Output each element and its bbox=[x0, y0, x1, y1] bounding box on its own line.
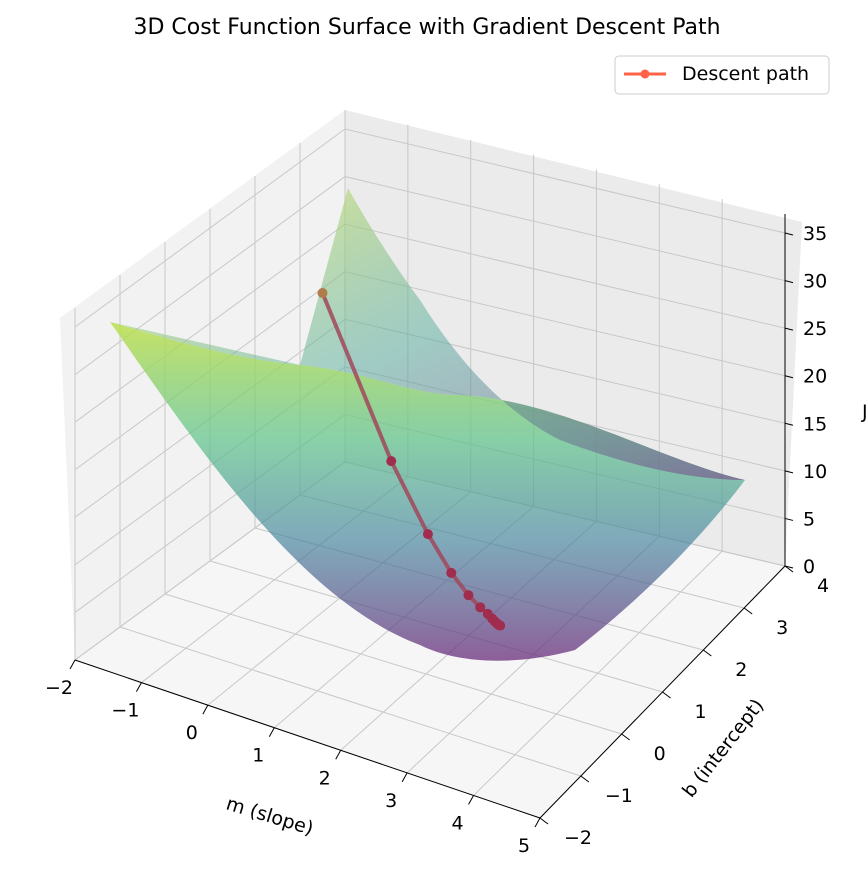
y-tick-mark bbox=[580, 775, 590, 783]
legend-entry-descent-path: Descent path bbox=[682, 63, 809, 85]
x-tick-label: 0 bbox=[186, 722, 198, 744]
z-tick-mark bbox=[784, 375, 794, 379]
y-tick-mark bbox=[784, 565, 794, 573]
descent-path-point bbox=[495, 620, 506, 631]
z-tick-label: 35 bbox=[803, 223, 827, 245]
x-tick-mark bbox=[534, 817, 541, 828]
descent-path bbox=[317, 287, 506, 631]
y-tick-label: −2 bbox=[564, 827, 592, 849]
y-tick-label: −1 bbox=[605, 785, 633, 807]
legend-swatch-marker bbox=[640, 69, 650, 79]
y-axis-label: b (intercept) bbox=[678, 695, 768, 802]
z-tick-label: 20 bbox=[803, 366, 827, 388]
y-tick-label: 1 bbox=[694, 701, 706, 723]
z-tick-label: 5 bbox=[803, 508, 815, 530]
z-tick-mark bbox=[784, 470, 794, 474]
x-tick-label: 4 bbox=[452, 812, 464, 834]
z-tick-label: 30 bbox=[803, 271, 827, 293]
y-tick-label: 3 bbox=[776, 617, 788, 639]
z-tick-label: 0 bbox=[803, 556, 815, 578]
y-tick-mark bbox=[662, 691, 671, 699]
x-tick-mark bbox=[335, 750, 342, 760]
x-axis-line bbox=[74, 659, 541, 819]
y-tick-label: 2 bbox=[735, 659, 747, 681]
descent-path-point bbox=[463, 590, 474, 601]
z-tick-mark bbox=[784, 422, 794, 426]
x-tick-label: 1 bbox=[252, 745, 264, 767]
x-tick-mark bbox=[468, 795, 475, 805]
x-tick-label: 5 bbox=[518, 835, 530, 857]
z-tick-label: 10 bbox=[803, 461, 827, 483]
z-tick-mark bbox=[784, 565, 794, 569]
x-tick-mark bbox=[69, 659, 76, 670]
x-tick-mark bbox=[401, 772, 408, 783]
y-tick-mark bbox=[743, 607, 753, 615]
gridline-z bbox=[74, 176, 786, 375]
y-tick-label: 4 bbox=[817, 575, 829, 597]
x-tick-label: −2 bbox=[45, 677, 73, 699]
x-axis-label: m (slope) bbox=[224, 793, 316, 840]
cost-surface-back bbox=[110, 188, 745, 480]
descent-path-point bbox=[317, 287, 328, 298]
gridline-b-floor bbox=[164, 593, 622, 735]
y-tick-mark bbox=[621, 733, 630, 741]
z-tick-mark bbox=[784, 517, 794, 521]
y-tick-label: 0 bbox=[654, 743, 666, 765]
gridline-b-floor bbox=[119, 626, 581, 777]
descent-path-point bbox=[422, 529, 433, 540]
legend-box bbox=[614, 55, 830, 95]
x-tick-mark bbox=[135, 682, 142, 692]
descent-path-point bbox=[446, 567, 457, 578]
y-tick-mark bbox=[539, 817, 549, 825]
x-tick-mark bbox=[202, 704, 209, 715]
legend: Descent path bbox=[614, 55, 830, 95]
gridline-z bbox=[74, 128, 786, 328]
descent-path-point bbox=[386, 456, 397, 467]
chart-title: 3D Cost Function Surface with Gradient D… bbox=[133, 15, 720, 40]
x-tick-label: 2 bbox=[319, 767, 331, 789]
z-tick-mark bbox=[784, 327, 794, 331]
cost-surface bbox=[110, 322, 745, 661]
z-tick-mark bbox=[784, 232, 794, 236]
x-tick-label: −1 bbox=[111, 700, 139, 722]
z-tick-mark bbox=[784, 280, 794, 284]
z-tick-label: 25 bbox=[803, 318, 827, 340]
x-tick-label: 3 bbox=[385, 790, 397, 812]
z-tick-label: 15 bbox=[803, 413, 827, 435]
y-tick-mark bbox=[703, 649, 712, 657]
x-tick-mark bbox=[268, 727, 275, 737]
descent-path-point bbox=[475, 602, 486, 613]
z-axis-label: J bbox=[861, 401, 868, 423]
